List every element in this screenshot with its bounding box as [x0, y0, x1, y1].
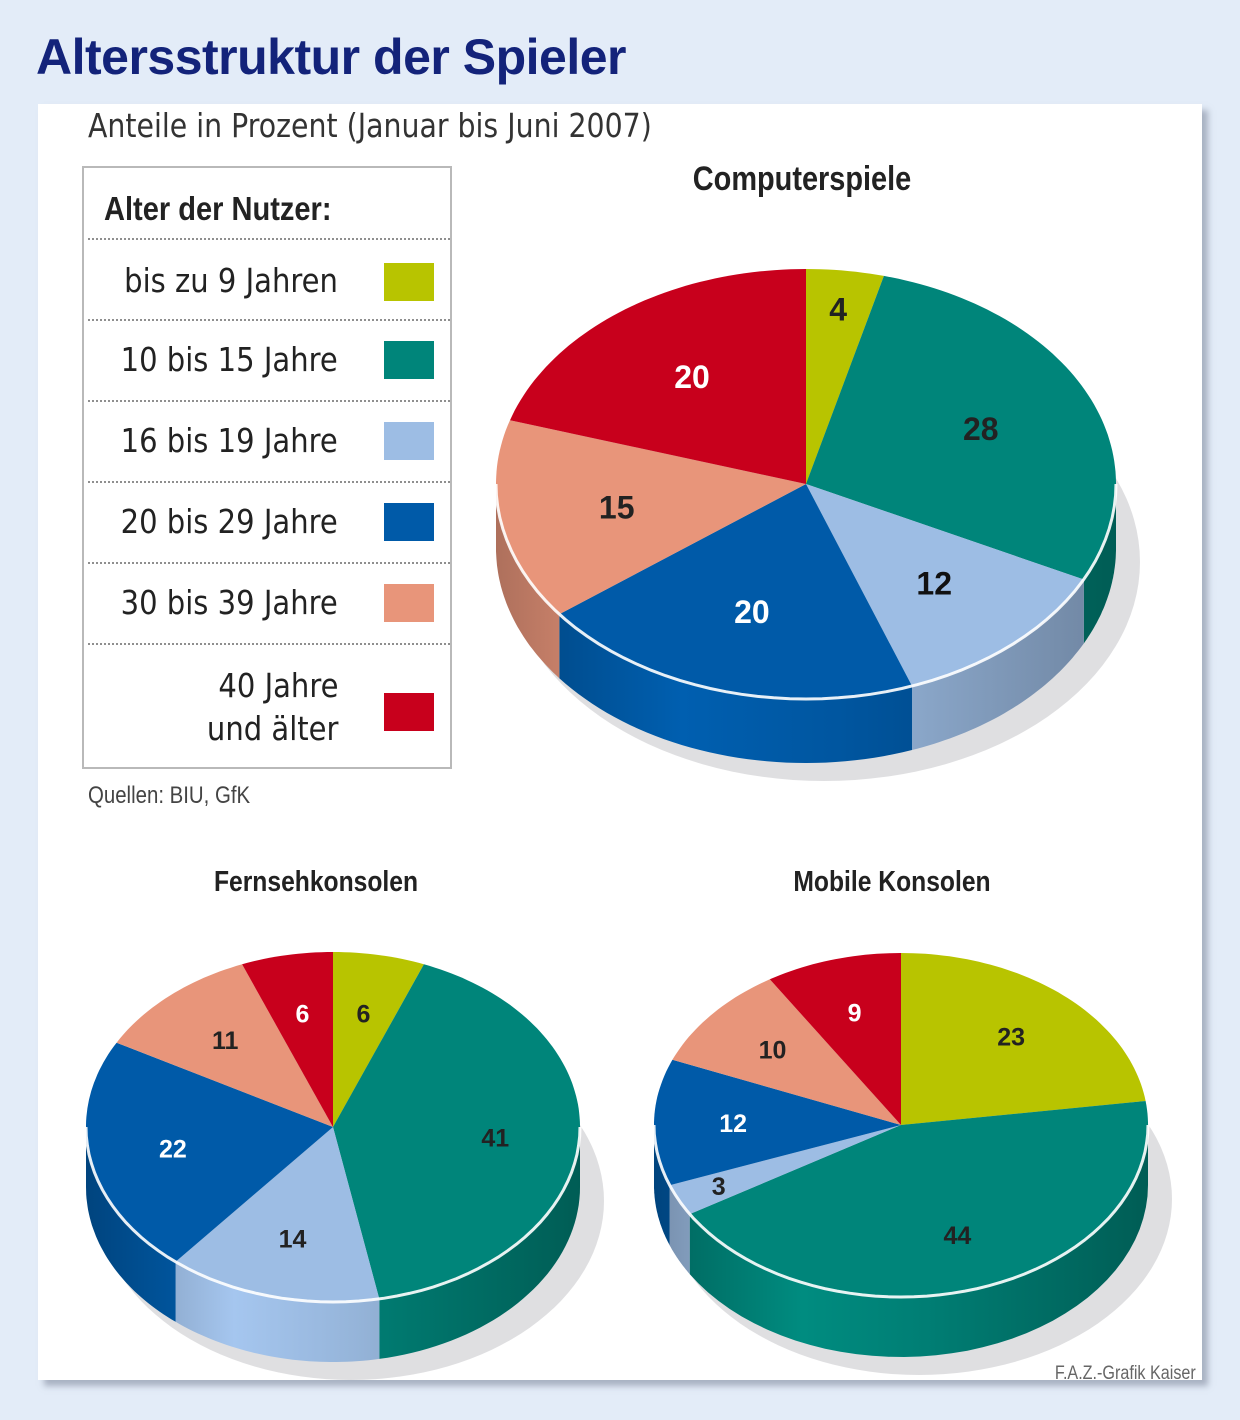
pie-slice-4 [116, 964, 333, 1127]
legend-swatch [384, 341, 434, 379]
legend-item-label: 16 bis 19 Jahre [120, 421, 338, 460]
legend: Alter der Nutzer: bis zu 9 Jahren 10 bis… [82, 166, 452, 769]
pie-rim [494, 483, 1118, 701]
legend-item-label-line2: und älter [206, 709, 338, 748]
pie-slice-label: 9 [848, 999, 862, 1027]
pie-slice-2 [669, 1125, 901, 1215]
pie-wall-1 [689, 1125, 1148, 1357]
legend-item-label: 20 bis 29 Jahre [120, 502, 338, 541]
legend-item: 16 bis 19 Jahre [88, 400, 450, 482]
pie-slice-label: 41 [481, 1125, 509, 1153]
pie-slice-label: 22 [159, 1135, 187, 1163]
pie-wall-2 [669, 1185, 690, 1275]
pie-slice-2 [175, 1127, 380, 1302]
pie-slice-4 [672, 979, 901, 1125]
legend-item: bis zu 9 Jahren [88, 238, 450, 320]
pie-slice-label: 20 [734, 594, 770, 630]
pie-slice-1 [689, 1101, 1148, 1297]
pie-title-mobile-konsolen: Mobile Konsolen [793, 866, 991, 898]
pie-slice-0 [806, 269, 884, 484]
legend-item: 40 Jahre und älter [88, 643, 450, 765]
pie-slice-label: 14 [279, 1226, 307, 1254]
pie-slice-label: 4 [829, 291, 847, 327]
legend-swatch [384, 263, 434, 301]
pie-slice-0 [901, 953, 1146, 1125]
chart-title: Altersstruktur der Spieler [36, 29, 626, 85]
legend-item: 30 bis 39 Jahre [88, 562, 450, 644]
pie-slice-label: 6 [357, 1000, 371, 1028]
pie-slice-5 [242, 952, 333, 1127]
pie-slice-5 [510, 269, 806, 484]
pie-title-fernsehkonsolen: Fernsehkonsolen [213, 866, 419, 898]
pie-wall-2 [912, 579, 1084, 750]
pie-slice-label: 23 [997, 1024, 1025, 1052]
pie-wall-2 [175, 1261, 380, 1362]
pie-slice-label: 28 [963, 411, 999, 447]
pie-slice-3 [86, 1042, 333, 1262]
legend-swatch [384, 503, 434, 541]
pie-slice-3 [559, 484, 912, 699]
legend-swatch [384, 584, 434, 622]
pie-slice-label: 15 [599, 489, 635, 525]
pie-slice-label: 20 [674, 359, 710, 395]
pie-slice-4 [496, 420, 806, 615]
pie-slice-label: 12 [916, 566, 952, 602]
legend-item-label: 30 bis 39 Jahre [120, 583, 338, 622]
legend-item: 20 bis 29 Jahre [88, 481, 450, 563]
pie-slice-label: 12 [719, 1110, 747, 1138]
pie-title-computerspiele: Computerspiele [692, 160, 912, 198]
graphic-credit: F.A.Z.-Grafik Kaiser [1055, 1363, 1196, 1384]
pie-slice-0 [333, 952, 424, 1127]
pie-wall-3 [654, 1125, 670, 1246]
source-note: Quellen: BIU, GfK [88, 782, 251, 809]
pie-slice-1 [333, 964, 580, 1299]
pie-slice-2 [806, 484, 1084, 686]
pie-slice-label: 3 [712, 1173, 726, 1201]
pie-slice-label: 11 [212, 1027, 239, 1055]
legend-swatch [384, 693, 434, 731]
pie-slice-label: 6 [296, 1000, 310, 1028]
pie-slice-1 [806, 275, 1116, 580]
legend-swatch [384, 422, 434, 460]
pie-wall-1 [379, 1127, 580, 1359]
legend-item-label: 10 bis 15 Jahre [120, 340, 338, 379]
legend-item-label-line1: 40 Jahre [217, 666, 338, 705]
pie-wall-1 [1083, 484, 1116, 644]
pie-slice-label: 44 [943, 1222, 971, 1250]
pie-rim [84, 1126, 582, 1304]
pie-wall-3 [559, 614, 912, 763]
legend-item: 10 bis 15 Jahre [88, 319, 450, 401]
pie-wall-3 [86, 1127, 176, 1322]
pie-slice-5 [769, 953, 901, 1125]
pie-rim [652, 1124, 1150, 1299]
legend-title: Alter der Nutzer: [104, 190, 332, 227]
legend-item-label: bis zu 9 Jahren [124, 261, 338, 300]
pie-slice-label: 10 [759, 1036, 787, 1064]
pie-slice-3 [654, 1059, 901, 1186]
chart-subtitle: Anteile in Prozent (Januar bis Juni 2007… [88, 106, 652, 145]
